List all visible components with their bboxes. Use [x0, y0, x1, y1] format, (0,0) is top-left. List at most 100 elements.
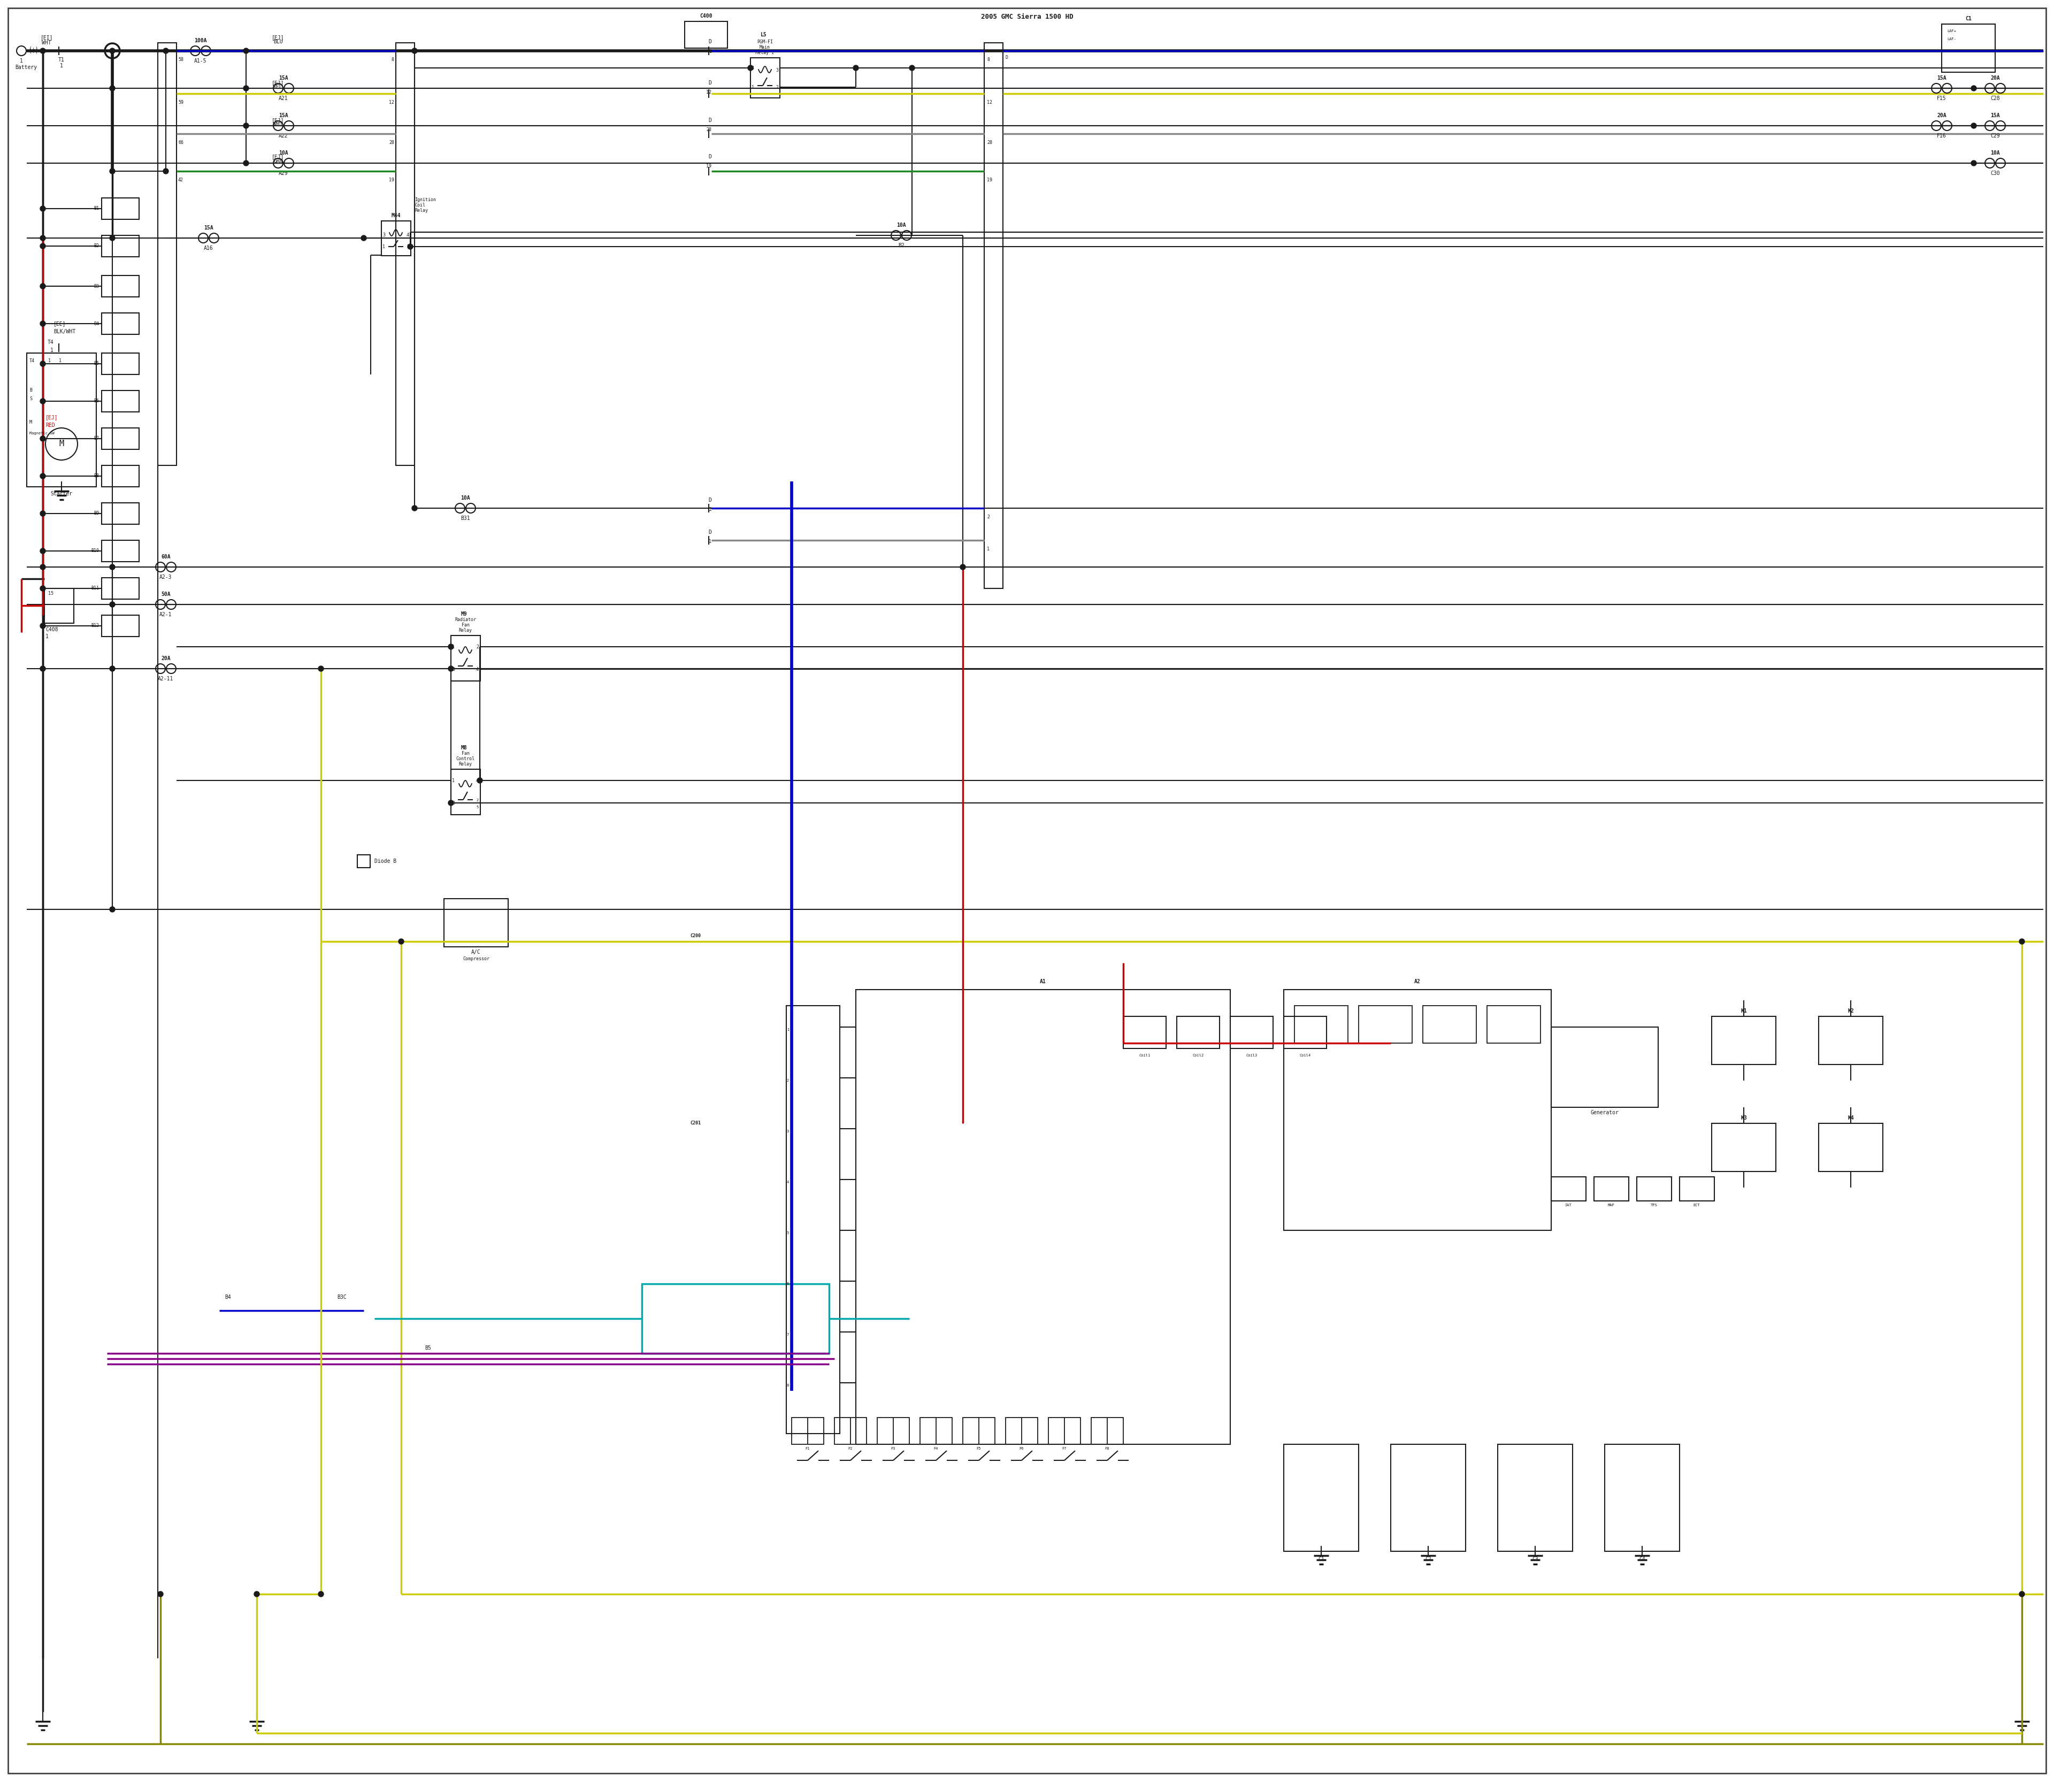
- Text: [EJ]: [EJ]: [45, 414, 58, 419]
- Bar: [1680, 1177, 1715, 1201]
- Circle shape: [41, 435, 45, 441]
- Text: 42: 42: [179, 177, 183, 183]
- Text: 19: 19: [707, 163, 711, 168]
- Text: 7: 7: [787, 1333, 789, 1337]
- Circle shape: [448, 801, 454, 806]
- Text: D: D: [709, 39, 711, 45]
- Circle shape: [109, 907, 115, 912]
- Bar: [1604, 1444, 1680, 1552]
- Text: [EJ]: [EJ]: [271, 154, 283, 159]
- Text: 50A: 50A: [160, 591, 170, 597]
- Text: T1: T1: [58, 57, 64, 63]
- Text: 60A: 60A: [160, 554, 170, 559]
- Text: 20A: 20A: [1937, 113, 1947, 118]
- Bar: [101, 197, 140, 219]
- Text: Battery: Battery: [14, 65, 37, 70]
- Bar: [101, 353, 140, 375]
- Text: Fan: Fan: [462, 751, 470, 756]
- Text: F3: F3: [891, 1446, 896, 1450]
- Bar: [452, 636, 481, 681]
- Text: Coil3: Coil3: [1247, 1054, 1257, 1057]
- Text: S: S: [29, 396, 33, 401]
- Text: 28: 28: [388, 140, 394, 145]
- Text: 1: 1: [787, 1029, 789, 1032]
- Circle shape: [109, 48, 115, 54]
- Circle shape: [852, 65, 859, 70]
- Text: 1: 1: [60, 63, 64, 68]
- Bar: [1006, 1417, 1037, 1444]
- Bar: [444, 898, 507, 946]
- Circle shape: [242, 86, 249, 91]
- Bar: [101, 391, 140, 412]
- Circle shape: [41, 624, 45, 629]
- Text: 2: 2: [986, 514, 990, 520]
- Circle shape: [41, 511, 45, 516]
- Text: 59: 59: [179, 100, 183, 106]
- Bar: [1818, 1016, 1884, 1064]
- Bar: [877, 1417, 910, 1444]
- Text: K1: K1: [1740, 1009, 1746, 1014]
- Circle shape: [2019, 1591, 2025, 1597]
- Text: 15A: 15A: [203, 226, 214, 231]
- Bar: [1048, 1417, 1080, 1444]
- Text: A2-3: A2-3: [160, 575, 173, 581]
- Text: B1: B1: [94, 206, 99, 211]
- Text: 28: 28: [707, 127, 711, 133]
- Text: PGM-FI: PGM-FI: [756, 39, 772, 45]
- Text: 5: 5: [477, 806, 479, 808]
- Text: 1: 1: [47, 358, 51, 364]
- Text: Magnetic SW: Magnetic SW: [29, 432, 53, 435]
- Text: (+): (+): [29, 47, 39, 52]
- Text: Starter: Starter: [51, 491, 72, 496]
- Text: Relay 1: Relay 1: [756, 50, 774, 56]
- Text: B7: B7: [94, 435, 99, 441]
- Circle shape: [41, 586, 45, 591]
- Text: B12: B12: [90, 624, 99, 629]
- Text: C200: C200: [690, 934, 700, 939]
- Text: 15A: 15A: [279, 75, 288, 81]
- Text: 100A: 100A: [195, 38, 207, 43]
- Bar: [1941, 23, 1994, 72]
- Bar: [834, 1417, 867, 1444]
- Bar: [1423, 1005, 1477, 1043]
- Text: K3: K3: [1740, 1115, 1746, 1120]
- Text: F15: F15: [1937, 95, 1947, 100]
- Circle shape: [41, 48, 45, 54]
- Text: C1: C1: [1966, 16, 1972, 22]
- Text: B10: B10: [90, 548, 99, 554]
- Bar: [787, 1005, 840, 1434]
- Text: (+): (+): [29, 48, 39, 54]
- Bar: [1284, 1444, 1358, 1552]
- Bar: [101, 504, 140, 525]
- Circle shape: [318, 1591, 325, 1597]
- Text: 1: 1: [986, 547, 990, 552]
- Circle shape: [242, 124, 249, 129]
- Text: 10A: 10A: [1990, 151, 2001, 156]
- Circle shape: [41, 667, 45, 672]
- Text: 4: 4: [477, 778, 479, 783]
- Circle shape: [448, 643, 454, 649]
- Text: LAF+: LAF+: [1947, 29, 1955, 32]
- Text: D: D: [709, 530, 711, 536]
- Text: T4: T4: [47, 340, 53, 346]
- Circle shape: [1972, 161, 1976, 167]
- Bar: [101, 577, 140, 599]
- Text: K2: K2: [1849, 1009, 1855, 1014]
- Circle shape: [41, 360, 45, 366]
- Text: A29: A29: [279, 170, 288, 176]
- Bar: [158, 43, 177, 466]
- Bar: [791, 1417, 824, 1444]
- Text: B4: B4: [94, 321, 99, 326]
- Text: D: D: [1006, 56, 1009, 59]
- Text: K4: K4: [1849, 1115, 1855, 1120]
- Bar: [452, 769, 481, 815]
- Bar: [1230, 1016, 1273, 1048]
- Bar: [1358, 1005, 1413, 1043]
- Text: [EJ]: [EJ]: [271, 34, 283, 39]
- Text: A/C: A/C: [470, 950, 481, 955]
- Text: 1: 1: [51, 348, 53, 353]
- Text: 58: 58: [179, 57, 183, 63]
- Text: 10A: 10A: [460, 495, 470, 500]
- Text: A2: A2: [1415, 978, 1421, 984]
- Circle shape: [41, 244, 45, 249]
